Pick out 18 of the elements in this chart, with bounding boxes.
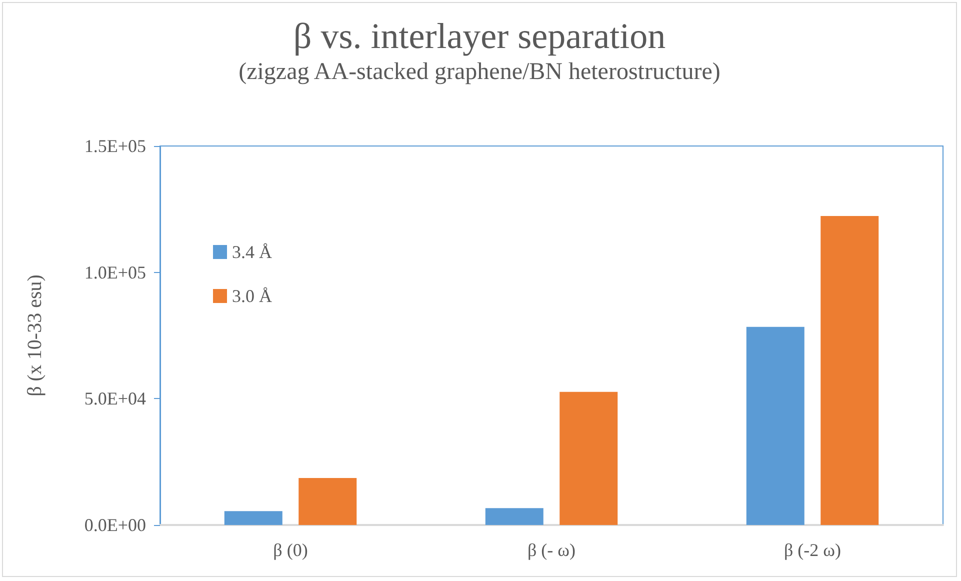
x-tick-label: β (- ω) xyxy=(528,540,576,560)
chart-title: β vs. interlayer separation xyxy=(293,16,666,56)
y-tick-label: 0.0E+00 xyxy=(84,515,146,535)
bar xyxy=(820,216,879,525)
y-tick-label: 1.5E+05 xyxy=(84,136,146,156)
y-tick-label: 5.0E+04 xyxy=(84,388,146,409)
y-tick-label: 1.0E+05 xyxy=(84,262,146,282)
bar xyxy=(298,478,357,525)
chart-subtitle: (zigzag AA-stacked graphene/BN heterostructure) xyxy=(238,59,720,85)
legend-label: 3.0 Å xyxy=(232,286,272,306)
y-axis-title: β (x 10-33 esu) xyxy=(24,274,46,396)
legend-label: 3.4 Å xyxy=(232,242,272,262)
bar xyxy=(485,508,544,525)
x-tick-label: β (0) xyxy=(273,540,308,560)
bar xyxy=(224,511,282,525)
bar xyxy=(560,392,618,525)
bar xyxy=(746,326,804,525)
x-tick-label: β (-2 ω) xyxy=(784,540,841,560)
